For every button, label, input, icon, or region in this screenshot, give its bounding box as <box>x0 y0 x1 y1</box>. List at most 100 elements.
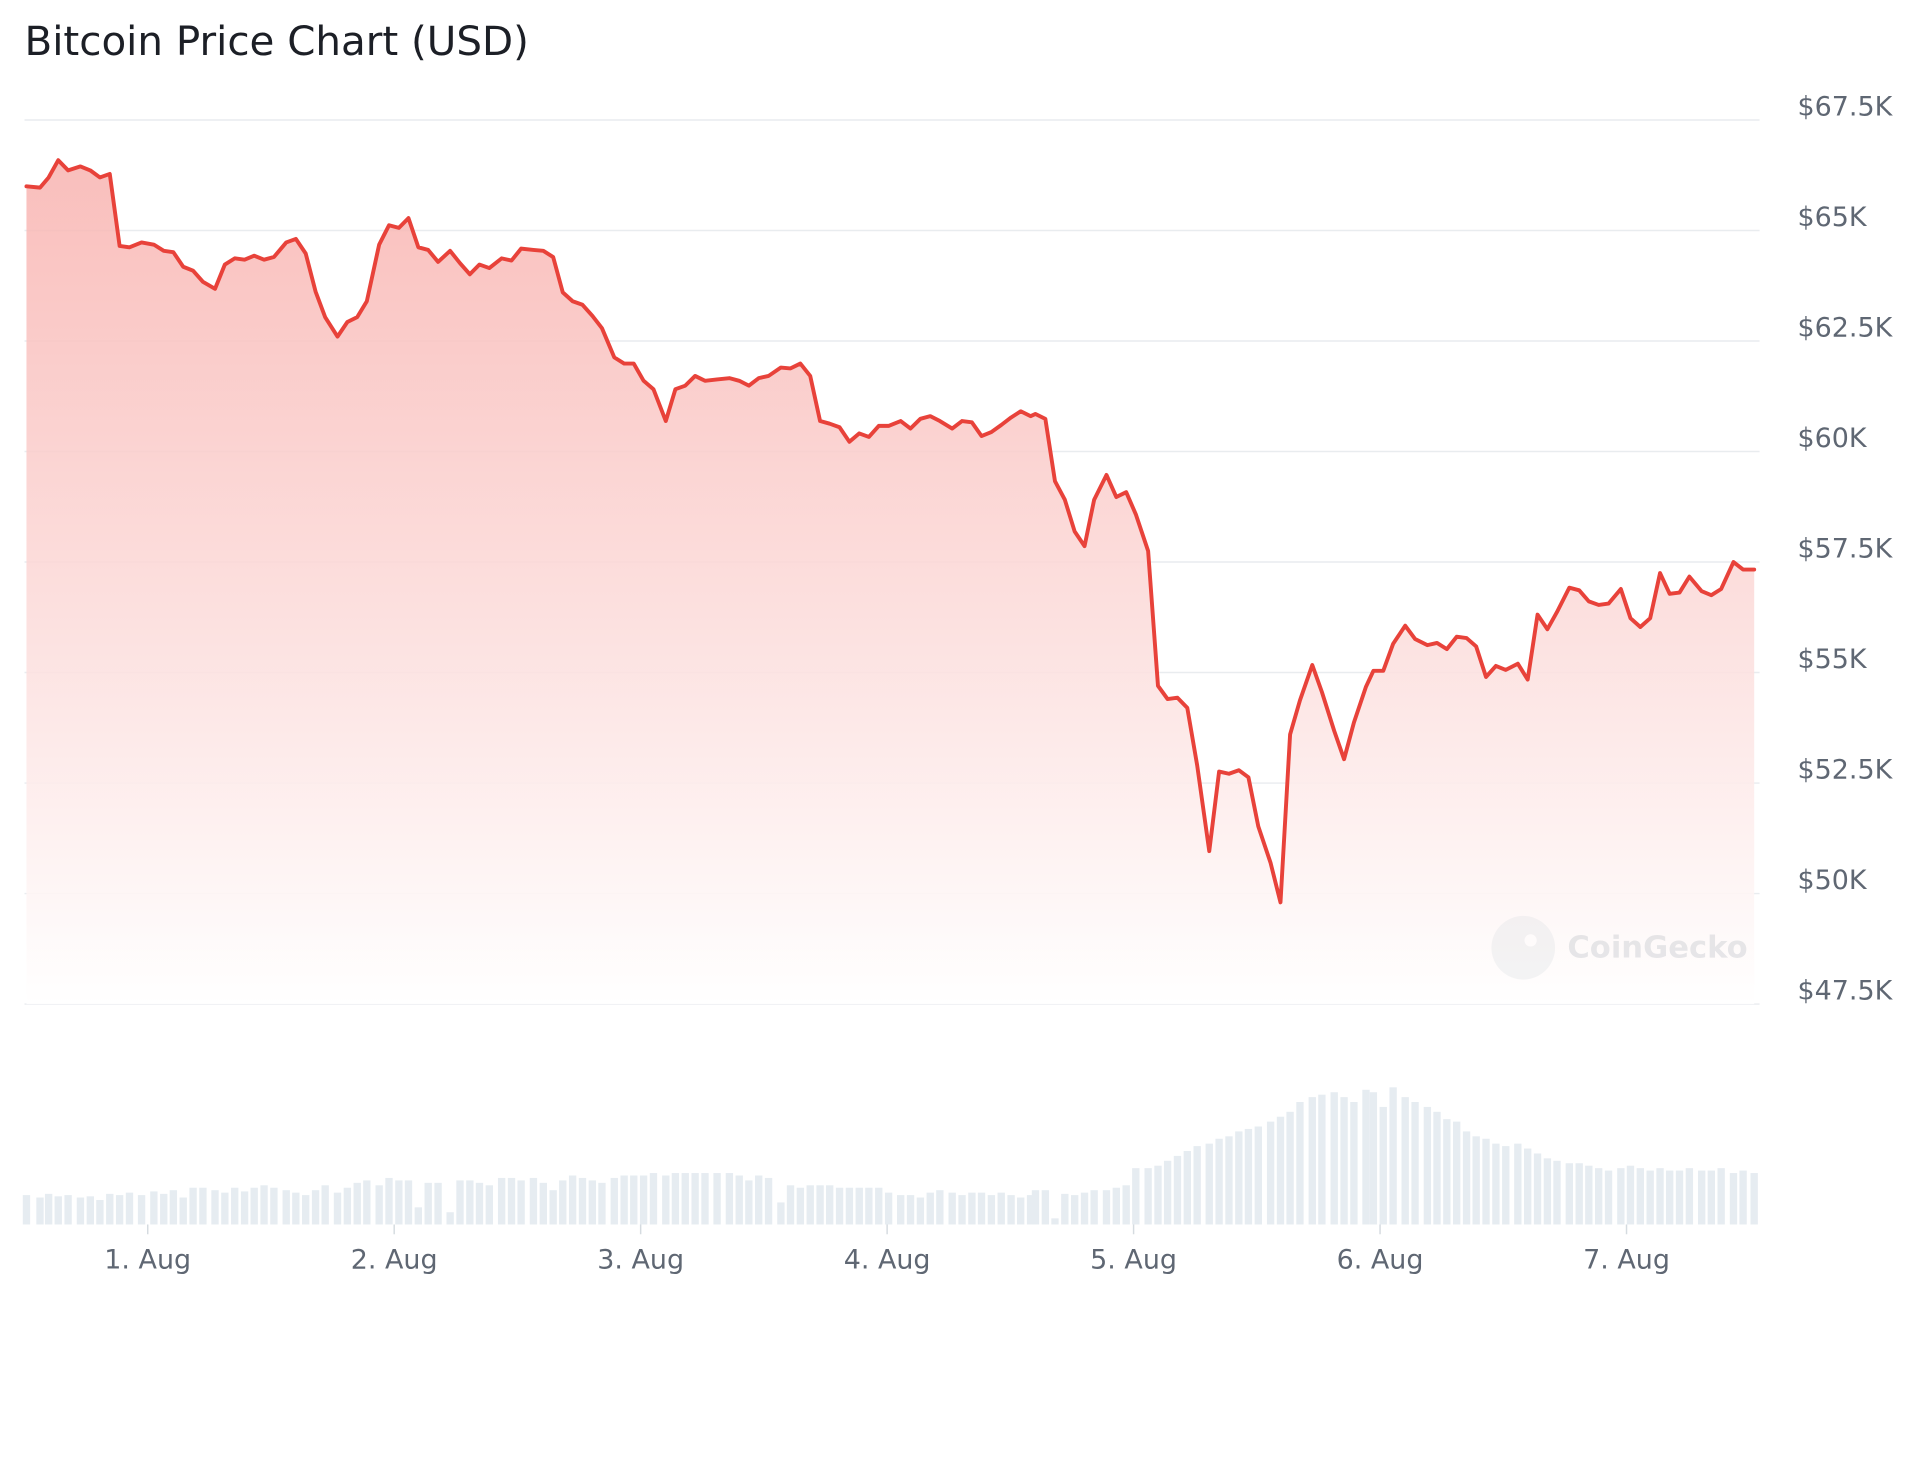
volume-bar <box>649 1173 658 1225</box>
y-tick-label: $57.5K <box>1798 533 1894 564</box>
volume-bar <box>1617 1168 1625 1225</box>
volume-bar <box>1472 1136 1480 1225</box>
volume-bar <box>125 1192 134 1225</box>
volume-bar <box>333 1192 342 1225</box>
volume-bar <box>662 1175 670 1225</box>
volume-bar <box>36 1197 44 1225</box>
volume-bar <box>529 1177 538 1225</box>
volume-bar <box>796 1187 805 1225</box>
volume-bar <box>1163 1160 1172 1225</box>
volume-bar <box>1244 1128 1253 1225</box>
volume-bar <box>270 1187 278 1225</box>
volume-bar <box>1112 1187 1121 1225</box>
volume-bar <box>1017 1197 1025 1225</box>
volume-bar <box>446 1212 454 1225</box>
volume-bar <box>598 1182 606 1225</box>
volume-bar <box>302 1195 310 1225</box>
volume-bar <box>1286 1111 1294 1225</box>
volume-bar <box>1553 1160 1561 1225</box>
volume-bar <box>987 1195 996 1225</box>
volume-bar <box>897 1195 905 1225</box>
volume-bar <box>1533 1153 1542 1225</box>
volume-bar <box>497 1177 506 1225</box>
volume-bar <box>1296 1102 1304 1225</box>
volume-bar <box>968 1192 976 1225</box>
watermark-logo-eye <box>1524 934 1537 947</box>
x-tick-label: 7. Aug <box>1583 1245 1670 1276</box>
volume-bar <box>786 1185 795 1225</box>
volume-bar <box>926 1192 934 1225</box>
volume-bar <box>816 1185 824 1225</box>
volume-bar <box>1717 1168 1725 1225</box>
watermark-logo <box>1491 915 1556 980</box>
volume-bar <box>1665 1170 1674 1225</box>
volume-bar <box>456 1180 464 1225</box>
volume-bar <box>1543 1158 1552 1225</box>
volume-bar <box>1565 1163 1574 1225</box>
volume-bar <box>1685 1168 1694 1225</box>
x-tick-label: 3. Aug <box>597 1245 684 1276</box>
volume-bar <box>1154 1165 1162 1225</box>
volume-bar <box>375 1185 383 1225</box>
volume-bar <box>363 1180 371 1225</box>
volume-bar <box>639 1175 648 1225</box>
volume-bar <box>1604 1170 1613 1225</box>
volume-bar <box>855 1187 863 1225</box>
volume-bar <box>1514 1143 1522 1225</box>
volume-bar <box>1122 1185 1130 1225</box>
volume-bar <box>1193 1146 1201 1225</box>
volume-bar <box>735 1175 743 1225</box>
volume-bar <box>115 1195 124 1225</box>
volume-bar <box>1205 1143 1213 1225</box>
volume-bar <box>1502 1146 1510 1225</box>
volume-bar <box>630 1175 638 1225</box>
volume-bar <box>1318 1094 1326 1225</box>
volume-bar <box>1739 1170 1747 1225</box>
volume-bar <box>1462 1131 1471 1225</box>
volume-bar <box>588 1180 597 1225</box>
volume-bar <box>1585 1165 1593 1225</box>
y-tick-label: $50K <box>1798 865 1868 896</box>
x-tick-label: 1. Aug <box>104 1245 191 1276</box>
volume-bar <box>1698 1170 1706 1225</box>
volume-bar <box>681 1173 689 1225</box>
volume-bar <box>713 1173 721 1225</box>
volume-bar <box>1276 1116 1285 1225</box>
volume-bar <box>1235 1131 1243 1225</box>
volume-bar <box>1707 1170 1715 1225</box>
volume-bar <box>250 1187 258 1225</box>
volume-bar <box>221 1192 229 1225</box>
volume-bar <box>559 1180 567 1225</box>
volume-bar <box>240 1191 249 1225</box>
volume-bar <box>1524 1148 1532 1225</box>
volume-bar <box>1433 1111 1441 1225</box>
volume-bar <box>701 1173 709 1225</box>
volume-bar <box>1675 1170 1684 1225</box>
volume-bar <box>106 1193 114 1225</box>
volume-bar <box>1626 1165 1635 1225</box>
volume-bar <box>845 1187 854 1225</box>
volume-bar <box>404 1180 413 1225</box>
volume-bar <box>434 1182 442 1225</box>
volume-bar <box>199 1187 207 1225</box>
volume-bar <box>1183 1151 1191 1225</box>
volume-bar <box>1646 1170 1654 1225</box>
y-tick-label: $65K <box>1798 202 1868 233</box>
volume-bar <box>292 1192 300 1225</box>
volume-bar <box>321 1185 329 1225</box>
volume-bar <box>1453 1121 1461 1225</box>
volume-bar <box>1308 1097 1316 1225</box>
volume-bar <box>466 1180 474 1225</box>
volume-bar <box>755 1175 763 1225</box>
volume-bar <box>806 1185 814 1225</box>
volume-bar <box>1379 1106 1387 1225</box>
volume-bar <box>485 1185 493 1225</box>
volume-bar <box>1401 1097 1409 1225</box>
volume-bar <box>916 1197 925 1225</box>
volume-bar <box>260 1185 268 1225</box>
volume-bar <box>1729 1173 1738 1225</box>
volume-bar <box>22 1195 31 1225</box>
volume-bar <box>311 1190 320 1225</box>
volume-bar <box>1636 1168 1644 1225</box>
